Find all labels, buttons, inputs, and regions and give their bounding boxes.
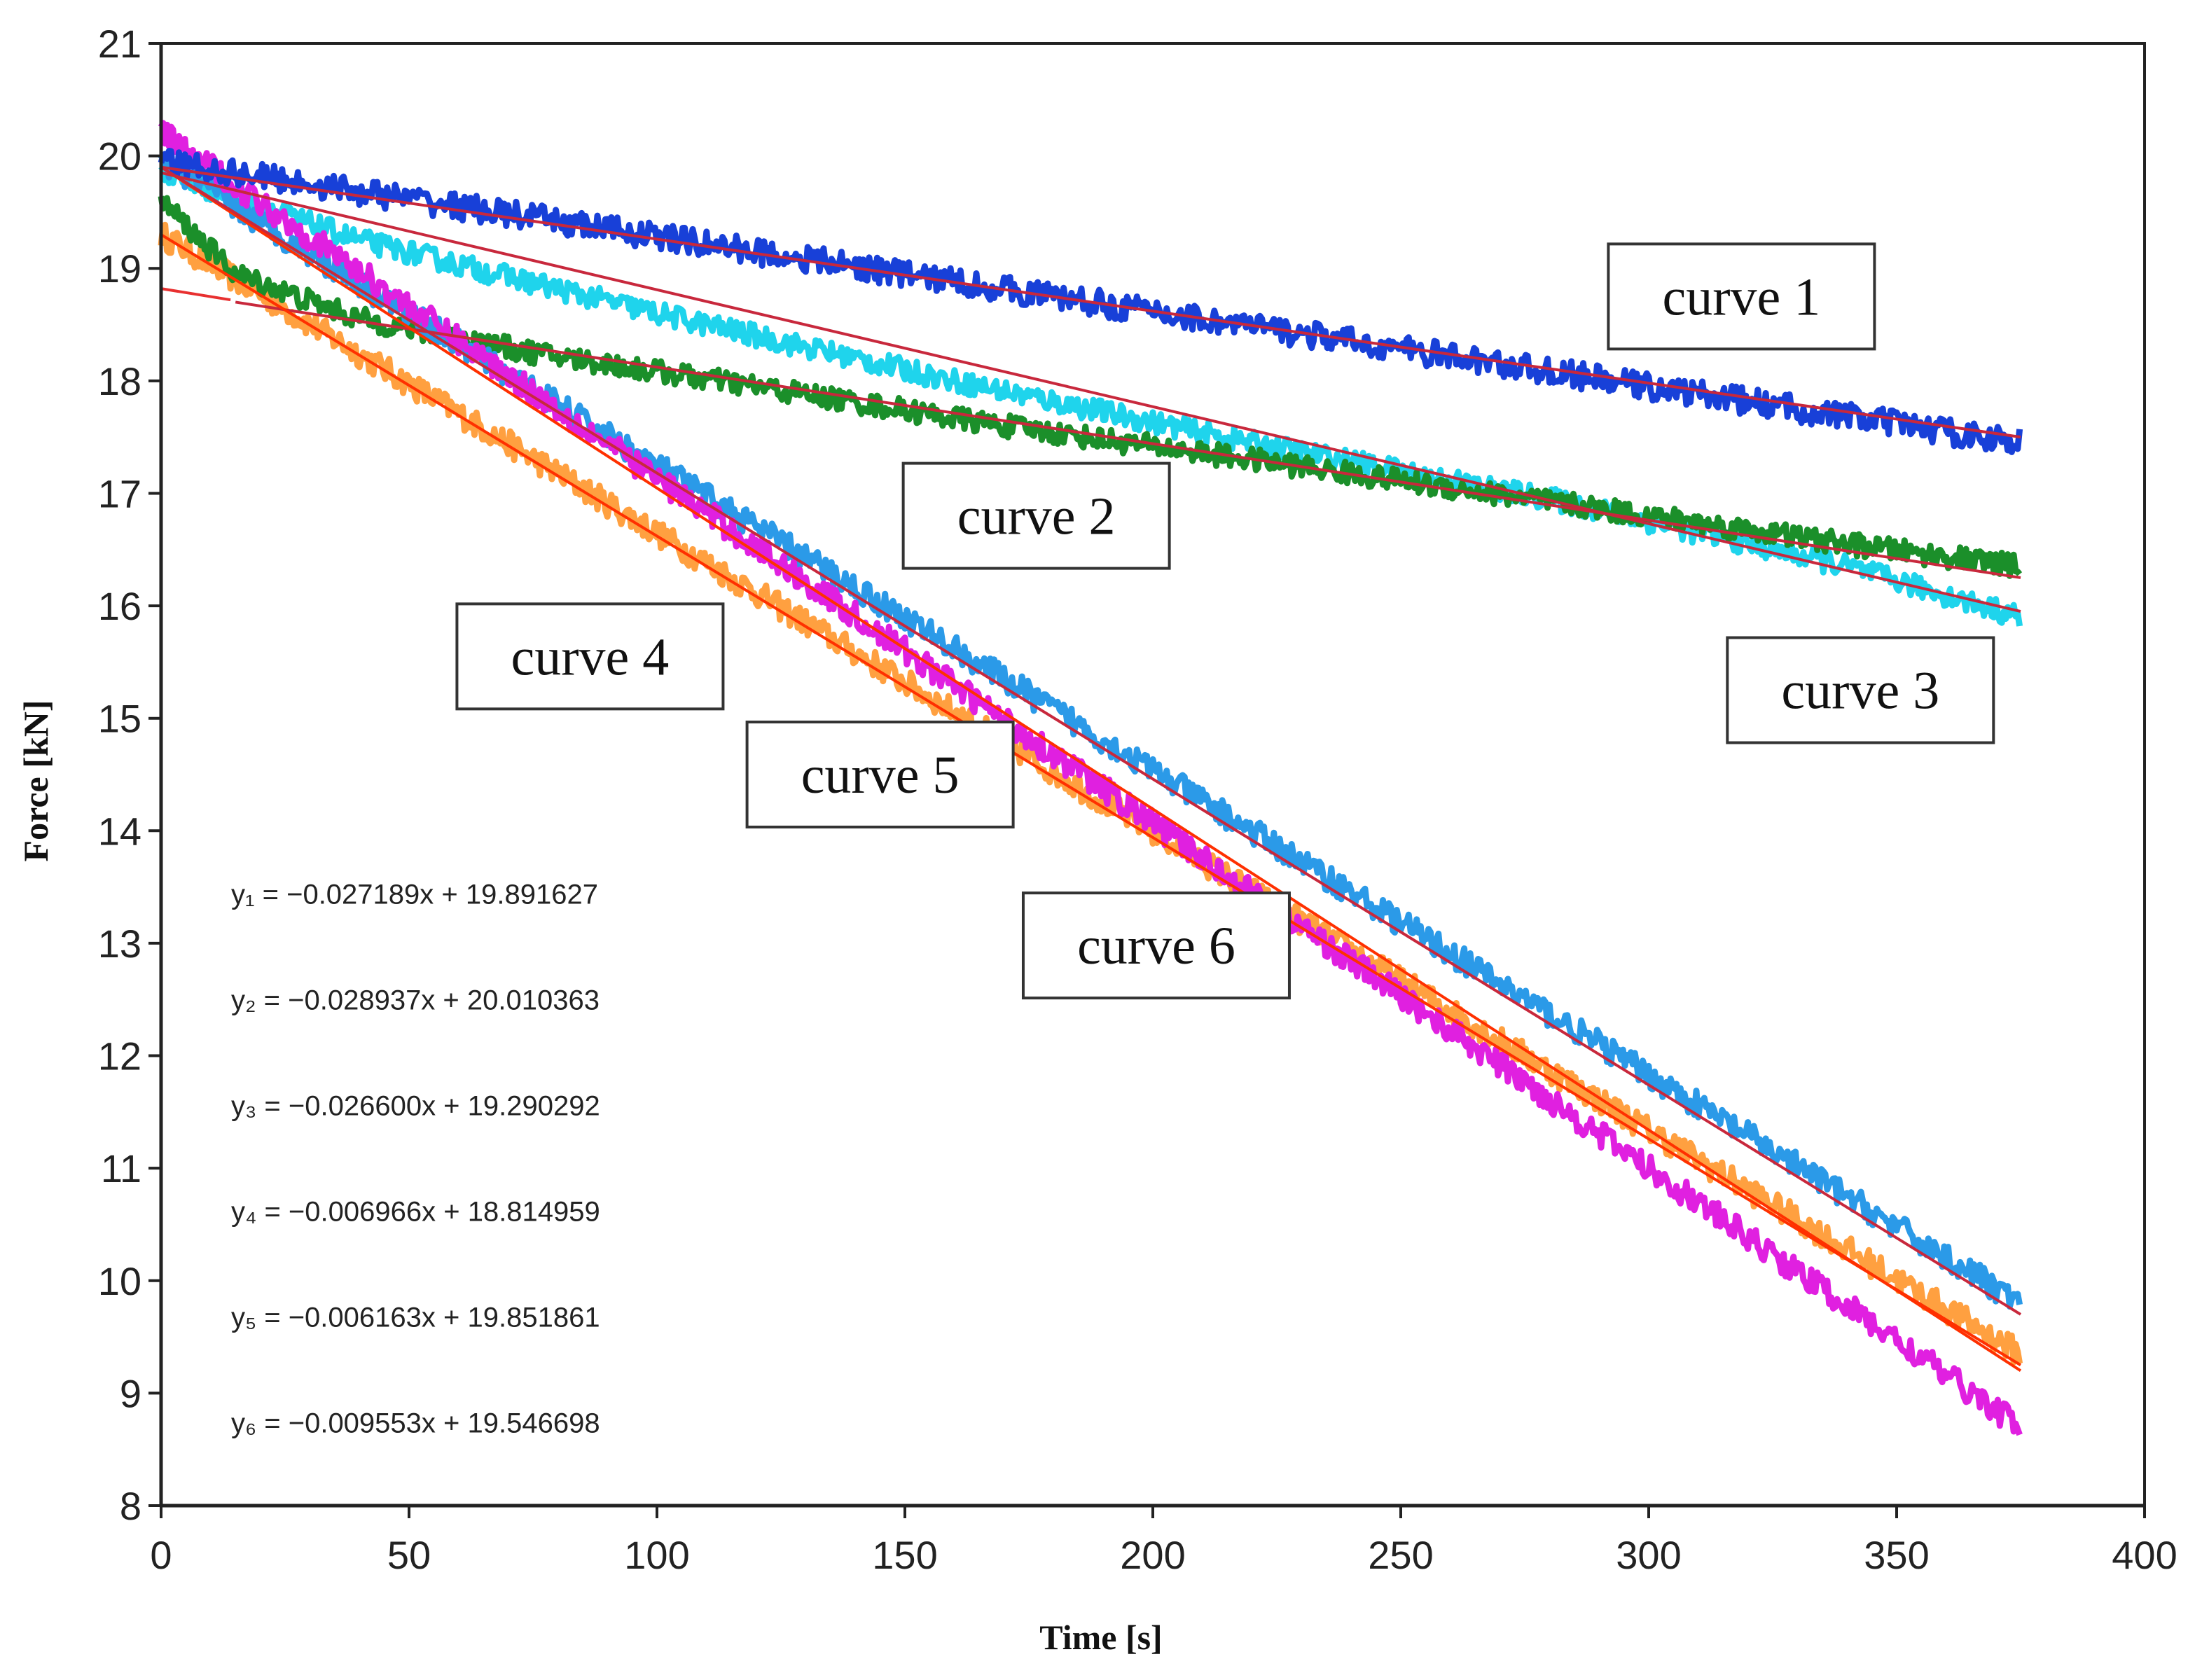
fit-line-4 <box>160 233 2022 1366</box>
curve-label-box <box>901 461 1171 570</box>
x-tick-label: 400 <box>2112 1533 2177 1577</box>
y-tick-label: 17 <box>98 471 141 515</box>
x-tick-label: 350 <box>1864 1533 1929 1577</box>
y-tick-label: 19 <box>98 247 141 291</box>
equation-1: y₁ = −0.027189x + 19.891627 <box>231 880 598 910</box>
equation-3: y₃ = −0.026600x + 19.290292 <box>231 1091 600 1122</box>
y-tick-label: 14 <box>98 809 141 853</box>
y-tick-label: 20 <box>98 134 141 179</box>
x-tick-label: 250 <box>1368 1533 1433 1577</box>
x-axis-title: Time [s] <box>1039 1618 1162 1657</box>
curve-label-curve-3: curve 3 <box>1726 636 1995 744</box>
fit-line-7 <box>160 287 231 302</box>
fit-line-1 <box>160 165 2021 439</box>
y-tick-label: 18 <box>98 359 141 403</box>
curve-label-box <box>1021 891 1291 1000</box>
equation-2: y₂ = −0.028937x + 20.010363 <box>231 985 600 1016</box>
curve-label-box <box>745 721 1015 828</box>
curve-label-curve-5: curve 5 <box>745 721 1015 828</box>
y-tick-label: 16 <box>98 584 141 628</box>
y-tick-label: 10 <box>98 1259 141 1303</box>
fit-lines <box>160 165 2022 1372</box>
y-tick-label: 12 <box>98 1034 141 1078</box>
curve-label-text: curve 6 <box>1077 917 1235 976</box>
y-tick-label: 8 <box>120 1484 141 1528</box>
curve-label-curve-2: curve 2 <box>901 461 1171 570</box>
y-tick-label: 13 <box>98 922 141 966</box>
y-tick-label: 21 <box>98 22 141 66</box>
curve-label-text: curve 3 <box>1781 662 1939 721</box>
curve-label-box <box>1726 636 1995 744</box>
curve-label-curve-1: curve 1 <box>1607 242 1876 351</box>
curve-label-box <box>1607 242 1876 351</box>
curve-label-text: curve 2 <box>957 487 1116 546</box>
equation-5: y₅ = −0.006163x + 19.851861 <box>231 1303 600 1333</box>
fit-line-5 <box>160 165 2022 1372</box>
equation-4: y₄ = −0.006966x + 18.814959 <box>231 1197 600 1228</box>
series-curve-5 <box>158 120 2023 1436</box>
x-tick-label: 200 <box>1120 1533 1185 1577</box>
series-curve-1 <box>158 148 2023 455</box>
axes: 8 9 10 11 12 13 14 15 16 17 18 19 20 21 0 50 100 150 200 25… <box>98 22 2177 1577</box>
fit-line-2 <box>160 171 2021 613</box>
x-tick-label: 300 <box>1616 1533 1681 1577</box>
curve-label-curve-4: curve 4 <box>455 602 725 711</box>
equation-6: y₆ = −0.009553x + 19.546698 <box>231 1408 600 1439</box>
curve-label-text: curve 5 <box>801 746 960 805</box>
x-tick-label: 0 <box>150 1533 172 1577</box>
curve-label-text: curve 1 <box>1663 268 1821 326</box>
y-tick-label: 15 <box>98 697 141 741</box>
y-tick-label: 11 <box>101 1146 141 1190</box>
x-tick-label: 100 <box>624 1533 689 1577</box>
curve-label-curve-6: curve 6 <box>1021 891 1291 1000</box>
equations: y₁ = −0.027189x + 19.891627 y₂ = −0.02893… <box>231 880 600 1439</box>
curve-labels: curve 1 curve 2 curve 3 curve 4 curve 5 curve… <box>455 242 1995 1000</box>
x-tick-label: 50 <box>387 1533 431 1577</box>
x-tick-label: 150 <box>872 1533 937 1577</box>
fit-line-6 <box>160 165 2022 1316</box>
y-axis-title: Force [kN] <box>16 700 55 862</box>
curve-label-text: curve 4 <box>511 627 670 686</box>
y-tick-label: 9 <box>120 1371 141 1415</box>
curve-label-box <box>455 602 725 711</box>
fit-line-3 <box>235 300 2021 579</box>
series-curve-4 <box>158 221 2023 1366</box>
